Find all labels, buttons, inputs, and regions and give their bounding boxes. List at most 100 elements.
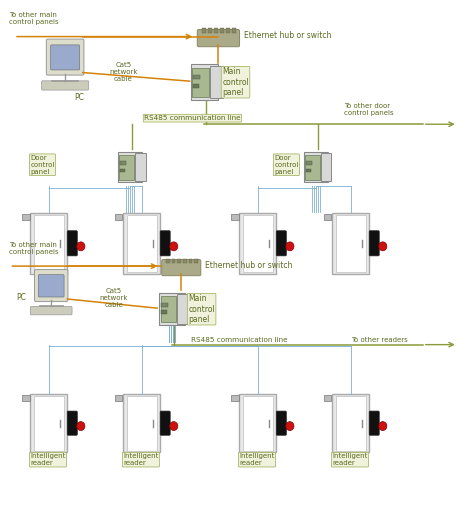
FancyBboxPatch shape [304, 152, 328, 183]
Bar [22, 395, 29, 401]
FancyBboxPatch shape [38, 275, 64, 297]
Text: Door
control
panel: Door control panel [274, 155, 299, 175]
FancyBboxPatch shape [243, 215, 273, 272]
FancyBboxPatch shape [161, 296, 176, 322]
FancyBboxPatch shape [159, 293, 184, 325]
FancyBboxPatch shape [51, 45, 80, 70]
Bar [214, 28, 218, 33]
FancyBboxPatch shape [34, 215, 64, 272]
Bar [115, 214, 122, 220]
FancyBboxPatch shape [160, 231, 170, 256]
Text: Intelligent
reader: Intelligent reader [239, 453, 275, 466]
Bar [189, 259, 192, 263]
Bar [193, 84, 199, 88]
FancyBboxPatch shape [42, 81, 89, 90]
Bar [193, 75, 200, 79]
FancyBboxPatch shape [30, 213, 67, 273]
FancyBboxPatch shape [30, 394, 67, 452]
FancyBboxPatch shape [46, 39, 84, 75]
Circle shape [170, 242, 178, 251]
FancyBboxPatch shape [243, 396, 273, 450]
FancyBboxPatch shape [369, 231, 379, 256]
FancyBboxPatch shape [67, 411, 77, 435]
Text: PC: PC [74, 94, 84, 102]
Text: Cat5
network
cable: Cat5 network cable [109, 62, 137, 82]
FancyBboxPatch shape [276, 411, 286, 435]
FancyBboxPatch shape [123, 394, 160, 452]
FancyBboxPatch shape [127, 396, 157, 450]
Text: Main
control
panel: Main control panel [188, 294, 215, 324]
Text: Intelligent
reader: Intelligent reader [332, 453, 368, 466]
Bar [177, 259, 181, 263]
Bar [172, 259, 175, 263]
FancyBboxPatch shape [67, 231, 77, 256]
Bar [166, 259, 170, 263]
FancyBboxPatch shape [210, 66, 223, 99]
Circle shape [170, 422, 178, 431]
Circle shape [379, 242, 387, 251]
FancyBboxPatch shape [192, 68, 209, 97]
Bar [324, 214, 331, 220]
FancyBboxPatch shape [123, 213, 160, 273]
Bar [324, 395, 331, 401]
FancyBboxPatch shape [30, 307, 72, 315]
FancyBboxPatch shape [177, 295, 188, 324]
Text: Cat5
network
cable: Cat5 network cable [100, 288, 128, 308]
FancyBboxPatch shape [276, 231, 286, 256]
Text: RS485 communication line: RS485 communication line [191, 337, 287, 343]
FancyBboxPatch shape [162, 260, 201, 276]
Bar [231, 395, 238, 401]
Text: RS485 communication line: RS485 communication line [144, 115, 241, 121]
Text: To other door
control panels: To other door control panels [344, 102, 393, 115]
FancyBboxPatch shape [191, 65, 219, 100]
FancyBboxPatch shape [369, 411, 379, 435]
Bar [120, 161, 126, 165]
FancyBboxPatch shape [239, 394, 276, 452]
Bar [162, 302, 168, 307]
Text: To other main
control panels: To other main control panels [9, 242, 59, 255]
Bar [120, 169, 125, 172]
Bar [226, 28, 230, 33]
FancyBboxPatch shape [239, 213, 276, 273]
Bar [220, 28, 224, 33]
Bar [306, 169, 311, 172]
FancyBboxPatch shape [197, 29, 239, 47]
Text: Door
control
panel: Door control panel [30, 155, 55, 175]
FancyBboxPatch shape [336, 215, 366, 272]
FancyBboxPatch shape [305, 155, 320, 180]
Bar [183, 259, 187, 263]
Circle shape [286, 242, 294, 251]
FancyBboxPatch shape [160, 411, 170, 435]
Text: To other readers: To other readers [351, 337, 408, 343]
FancyBboxPatch shape [321, 154, 331, 181]
Circle shape [286, 422, 294, 431]
FancyBboxPatch shape [332, 394, 369, 452]
Bar [231, 214, 238, 220]
Text: Ethernet hub or switch: Ethernet hub or switch [205, 261, 293, 269]
Bar [162, 311, 167, 314]
Circle shape [77, 242, 85, 251]
FancyBboxPatch shape [332, 213, 369, 273]
Circle shape [77, 422, 85, 431]
Bar [115, 395, 122, 401]
FancyBboxPatch shape [119, 155, 134, 180]
Text: Ethernet hub or switch: Ethernet hub or switch [244, 31, 331, 40]
Bar [208, 28, 212, 33]
FancyBboxPatch shape [336, 396, 366, 450]
Text: Intelligent
reader: Intelligent reader [30, 453, 66, 466]
FancyBboxPatch shape [118, 152, 142, 183]
Bar [202, 28, 206, 33]
FancyBboxPatch shape [34, 396, 64, 450]
Bar [194, 259, 198, 263]
Text: Intelligent
reader: Intelligent reader [123, 453, 159, 466]
Text: Main
control
panel: Main control panel [222, 67, 249, 97]
Text: PC: PC [16, 293, 26, 302]
FancyBboxPatch shape [35, 269, 68, 301]
Bar [232, 28, 237, 33]
Bar [22, 214, 29, 220]
Text: To other main
control panels: To other main control panels [9, 12, 59, 25]
Bar [306, 161, 312, 165]
FancyBboxPatch shape [127, 215, 157, 272]
Circle shape [379, 422, 387, 431]
FancyBboxPatch shape [135, 154, 146, 181]
